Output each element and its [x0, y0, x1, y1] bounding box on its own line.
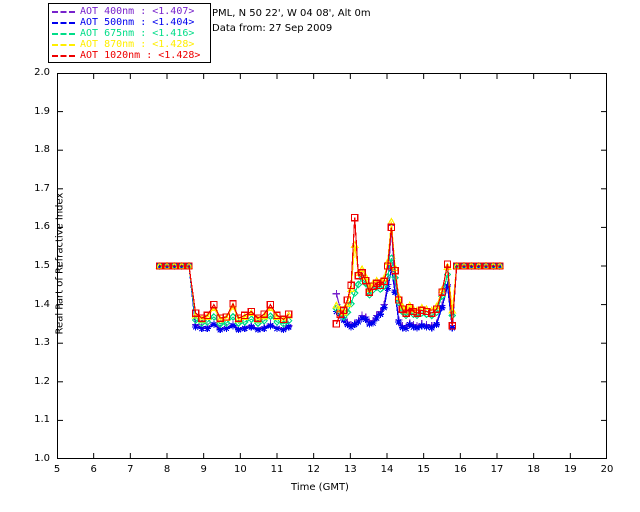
y-tick-1.6: 1.6 [34, 221, 50, 233]
legend-label-1020nm: AOT 1020nm : <1.428> [80, 49, 201, 61]
x-tick-15: 15 [417, 464, 431, 475]
x-tick-14: 14 [380, 464, 394, 475]
site-location-line: PML, N 50 22', W 04 08', Alt 0m [212, 8, 371, 19]
x-tick-11: 11 [270, 464, 284, 475]
y-tick-1.2: 1.2 [34, 375, 50, 387]
y-tick-1.7: 1.7 [34, 182, 50, 194]
legend-label-500nm: AOT 500nm : <1.404> [80, 16, 195, 28]
x-axis-tick-labels: 5 6 7 8 9 10 11 12 13 14 15 16 17 18 19 20 [0, 462, 640, 482]
legend-dash-400nm [52, 10, 75, 13]
y-tick-1.0: 1.0 [34, 453, 50, 464]
legend-item-870nm: AOT 870nm : <1.428> [52, 39, 210, 50]
y-tick-1.5: 1.5 [34, 260, 50, 271]
x-tick-7: 7 [127, 464, 134, 475]
legend-item-500nm: AOT 500nm : <1.404> [52, 17, 210, 28]
data-date-line: Data from: 27 Sep 2009 [212, 23, 333, 34]
y-axis-tick-labels: 1.0 1.1 1.2 1.3 1.4 1.5 1.6 1.7 1.8 1.9 2.0 [0, 0, 57, 512]
y-tick-2.0: 2.0 [34, 67, 50, 78]
legend-item-1020nm: AOT 1020nm : <1.428> [52, 50, 210, 61]
x-tick-8: 8 [163, 464, 171, 475]
legend-item-400nm: AOT 400nm : <1.407> [52, 6, 210, 17]
x-tick-19: 19 [563, 464, 577, 475]
legend-dash-500nm [52, 21, 75, 24]
legend-dash-870nm [52, 43, 75, 46]
x-tick-6: 6 [90, 464, 97, 475]
y-tick-1.3: 1.3 [34, 337, 50, 349]
y-tick-1.8: 1.8 [34, 144, 50, 156]
legend-dash-675nm [52, 32, 75, 35]
plot-header: PML, N 50 22', W 04 08', Alt 0m Data fro… [212, 6, 371, 36]
x-tick-20: 20 [600, 464, 614, 475]
legend-box: AOT 400nm : <1.407> AOT 500nm : <1.404> … [48, 3, 211, 63]
legend-label-400nm: AOT 400nm : <1.407> [80, 5, 195, 17]
x-tick-16: 16 [453, 464, 467, 475]
x-tick-13: 13 [343, 464, 357, 475]
plot-canvas [57, 73, 607, 459]
legend-item-675nm: AOT 675nm : <1.416> [52, 28, 210, 39]
x-axis-title: Time (GMT) [291, 482, 349, 493]
series-1020nm [155, 214, 504, 330]
x-tick-5: 5 [53, 464, 61, 475]
x-tick-12: 12 [307, 464, 321, 475]
y-axis-title: Real Part of Refractive Index [54, 192, 66, 335]
x-tick-17: 17 [490, 464, 504, 475]
y-tick-1.1: 1.1 [34, 414, 50, 426]
legend-label-870nm: AOT 870nm : <1.428> [80, 38, 195, 50]
x-tick-18: 18 [527, 464, 541, 475]
legend-label-675nm: AOT 675nm : <1.416> [80, 27, 195, 39]
legend-dash-1020nm [52, 54, 75, 57]
x-tick-9: 9 [200, 464, 207, 475]
x-tick-10: 10 [233, 464, 247, 475]
y-tick-1.9: 1.9 [34, 105, 50, 117]
y-tick-1.4: 1.4 [34, 298, 50, 310]
